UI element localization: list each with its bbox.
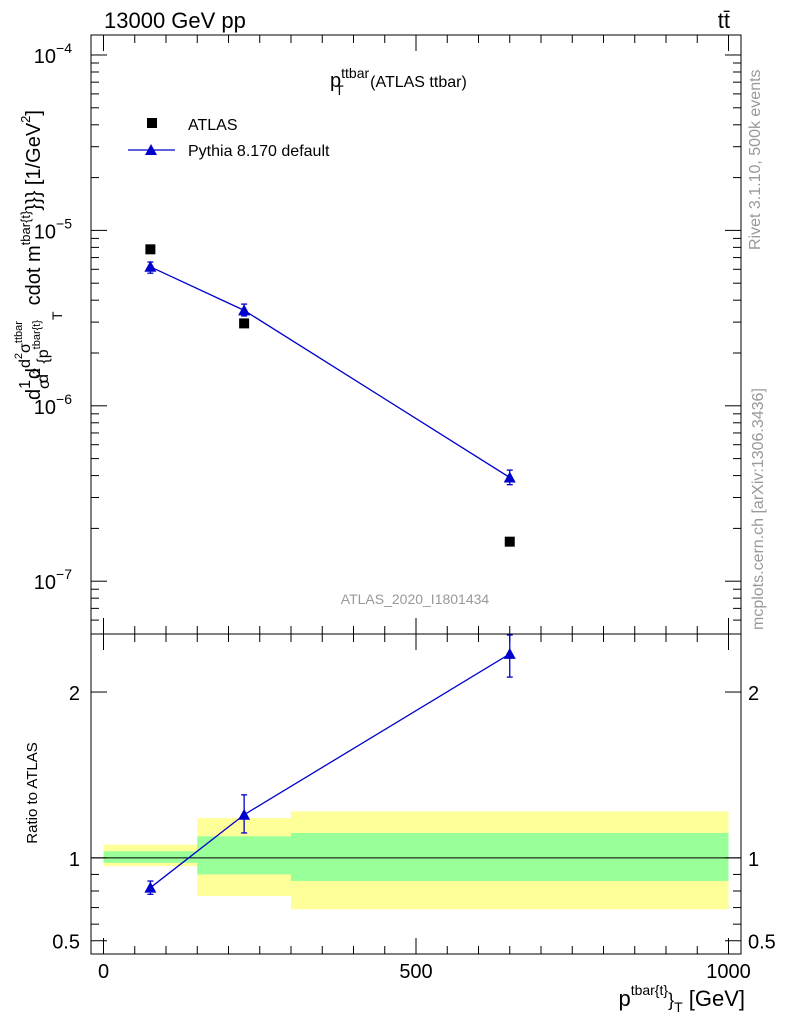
main-y-tick-label: 10−7 — [34, 566, 72, 594]
main-y-tick-label: 10−6 — [34, 391, 72, 419]
mcplots-label: mcplots.cern.ch [arXiv:1306.3436] — [750, 388, 767, 630]
pythia-point — [144, 260, 157, 272]
ratio-y-axis-label: Ratio to ATLAS — [24, 742, 41, 843]
ratio-y-tick-label: 1 — [69, 849, 80, 871]
legend-pythia-marker — [145, 144, 157, 155]
ratio-pythia-point — [503, 647, 516, 659]
header-right-title: tt̄ — [718, 8, 730, 33]
main-plot-title: pttbar T (ATLAS ttbar) — [330, 65, 467, 98]
ratio-y-tick-label-right: 0.5 — [748, 932, 776, 954]
atlas-point — [239, 318, 250, 329]
header-left-title: 13000 GeV pp — [104, 8, 246, 33]
ratio-band-green — [103, 851, 198, 863]
x-tick-label: 1000 — [706, 961, 751, 983]
pythia-point — [503, 471, 516, 483]
ratio-pythia-point — [238, 808, 251, 820]
ratio-band-green — [197, 836, 291, 875]
main-y-axis-label: d1 σdd2σttbard2 {ptbar{t}Tcdot mtbar{t}}}… — [13, 110, 65, 400]
x-tick-label: 0 — [98, 961, 109, 983]
atlas-point — [504, 536, 515, 547]
legend-pythia-label: Pythia 8.170 default — [188, 143, 330, 160]
x-axis-label: ptbar{t}}T [GeV] — [618, 982, 745, 1015]
ratio-y-tick-label-right: 2 — [748, 683, 759, 705]
main-y-tick-label: 10−5 — [34, 215, 72, 243]
pythia-point — [238, 304, 251, 316]
ratio-y-tick-label-right: 1 — [748, 849, 759, 871]
legend-atlas-label: ATLAS — [188, 117, 238, 134]
analysis-label: ATLAS_2020_I1801434 — [341, 591, 490, 607]
rivet-label: Rivet 3.1.10, 500k events — [747, 69, 764, 250]
ratio-pythia-point — [144, 881, 157, 893]
legend-atlas-marker — [147, 118, 157, 128]
main-y-tick-label: 10−4 — [34, 40, 72, 68]
ratio-y-tick-label: 2 — [69, 683, 80, 705]
atlas-point — [145, 244, 156, 255]
x-tick-label: 500 — [399, 961, 432, 983]
main-plot-frame — [90, 34, 742, 635]
ratio-band-green — [291, 832, 729, 882]
ratio-y-tick-label: 0.5 — [52, 932, 80, 954]
